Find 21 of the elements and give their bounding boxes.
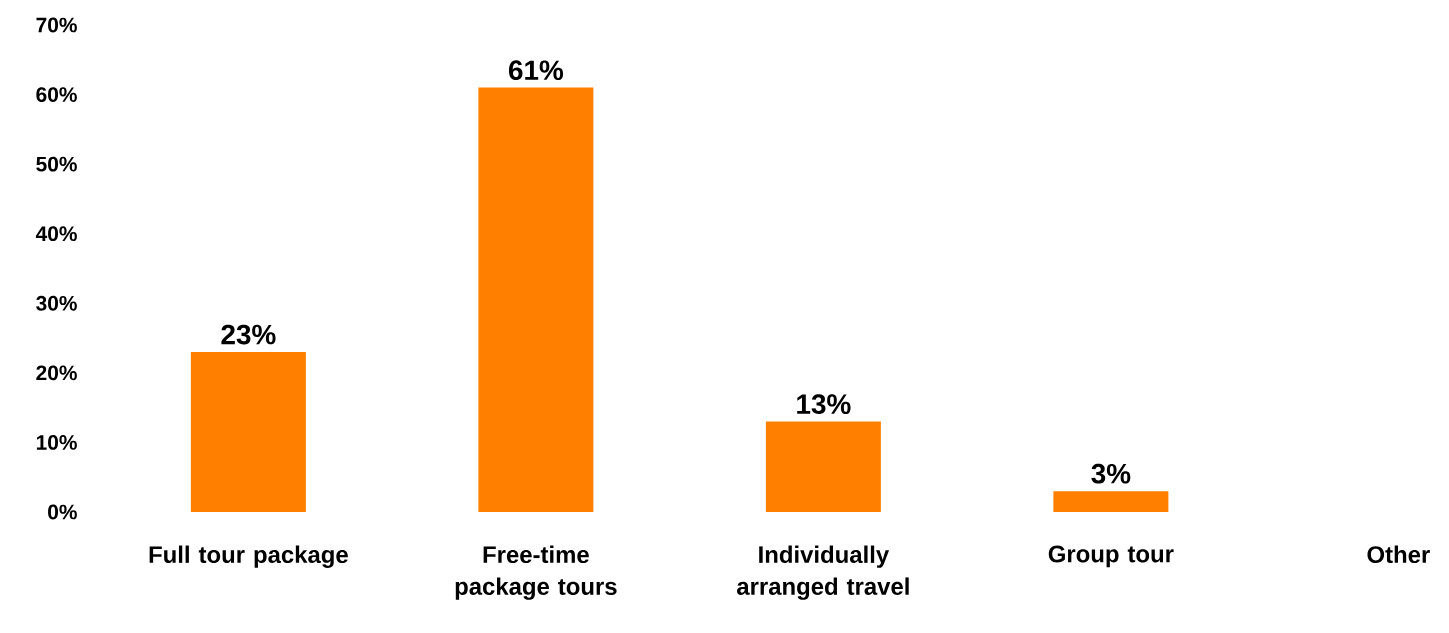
data-label: 3%	[1091, 463, 1131, 484]
y-tick-label: 50%	[36, 156, 77, 172]
y-tick-label: 0%	[48, 504, 77, 520]
data-label: 61%	[508, 60, 564, 81]
x-tick-label: Free-time package tours	[455, 545, 617, 600]
bar	[1053, 491, 1169, 512]
y-tick-label: 10%	[36, 435, 77, 450]
bar	[765, 421, 881, 512]
bar	[190, 351, 306, 512]
data-label: 13%	[797, 394, 851, 415]
y-tick-label: 30%	[36, 295, 77, 311]
x-tick-label: Other	[1367, 545, 1430, 564]
data-label: 23%	[221, 324, 276, 345]
x-tick-label: Group tour	[1048, 545, 1174, 568]
y-tick-label: 60%	[36, 87, 77, 102]
x-tick-label: Full tour package	[149, 545, 348, 568]
y-tick-label: 40%	[35, 226, 77, 242]
bar	[478, 87, 594, 512]
x-tick-label: Individually arranged travel	[737, 545, 909, 600]
y-tick-label: 70%	[36, 17, 77, 33]
y-tick-label: 20%	[36, 365, 77, 381]
